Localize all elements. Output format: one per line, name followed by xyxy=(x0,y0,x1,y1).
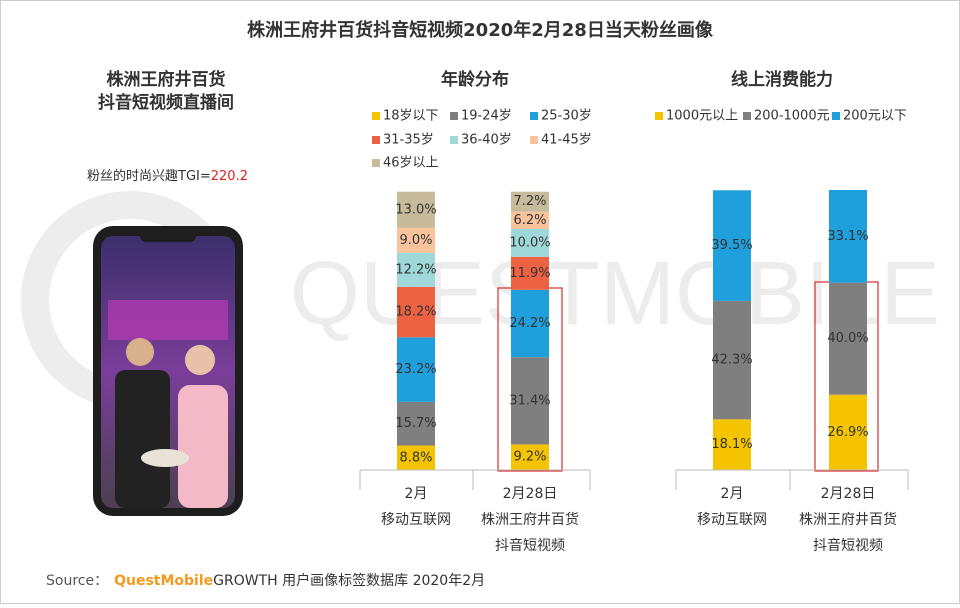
legend-swatch xyxy=(530,112,538,120)
legend-label: 200元以下 xyxy=(843,109,907,124)
legend-label: 200-1000元 xyxy=(754,109,830,124)
value-label: 8.8% xyxy=(399,450,432,465)
x-tick-label: 移动互联网 xyxy=(697,512,767,528)
chart-title: 线上消费能力 xyxy=(731,69,833,90)
source-prefix: Source： xyxy=(46,573,108,589)
value-label: 31.4% xyxy=(509,393,550,408)
x-tick-label: 抖音短视频 xyxy=(813,537,883,554)
legend-label: 1000元以上 xyxy=(666,109,738,124)
bar-segment xyxy=(511,256,549,290)
x-tick-label: 株洲王府井百货 xyxy=(799,511,897,528)
value-label: 11.9% xyxy=(509,266,550,281)
bar-segment xyxy=(511,444,549,470)
legend-swatch xyxy=(372,159,380,167)
legend-label: 41-45岁 xyxy=(541,133,592,148)
tgi: 粉丝的时尚兴趣TGI=220.2 xyxy=(87,168,248,184)
page-title: 株洲王府井百货抖音短视频2020年2月28日当天粉丝画像 xyxy=(247,19,714,41)
bar-segment xyxy=(713,300,751,420)
bar-segment xyxy=(713,419,751,470)
value-label: 12.2% xyxy=(395,262,436,277)
value-label: 18.2% xyxy=(395,305,436,320)
legend-swatch xyxy=(743,112,751,120)
value-label: 9.2% xyxy=(513,450,546,465)
x-tick-label: 2月 xyxy=(721,486,744,502)
value-label: 39.5% xyxy=(711,238,752,253)
value-label: 40.0% xyxy=(827,331,868,346)
x-tick-label: 移动互联网 xyxy=(381,512,451,528)
tgi-label: 粉丝的时尚兴趣TGI= xyxy=(87,168,211,184)
chart-title: 年龄分布 xyxy=(441,69,509,90)
source: Source： QuestMobileGROWTH 用户画像标签数据库 2020年… xyxy=(46,572,485,589)
bar-segment xyxy=(713,190,751,301)
bar-segment xyxy=(829,394,867,470)
value-label: 18.1% xyxy=(711,437,752,452)
bar-segment xyxy=(829,282,867,395)
panel-title: 株洲王府井百货 xyxy=(107,69,226,90)
value-label: 42.3% xyxy=(711,353,752,368)
bar-segment xyxy=(511,211,549,229)
legend-swatch xyxy=(372,112,380,120)
legend-label: 46岁以上 xyxy=(383,156,439,171)
bar-segment xyxy=(397,191,435,228)
value-label: 9.0% xyxy=(399,233,432,248)
value-label: 23.2% xyxy=(395,362,436,377)
bar-segment xyxy=(511,228,549,257)
bar-segment xyxy=(511,357,549,445)
x-tick-label: 株洲王府井百货 xyxy=(481,511,579,528)
x-tick-label: 2月28日 xyxy=(503,486,558,502)
value-label: 15.7% xyxy=(395,416,436,431)
value-label: 24.2% xyxy=(509,316,550,331)
bar-segment xyxy=(397,227,435,253)
x-tick-label: 2月 xyxy=(405,486,428,502)
x-tick-label: 2月28日 xyxy=(821,486,876,502)
bar-segment xyxy=(397,252,435,287)
phone xyxy=(93,226,243,516)
legend-label: 31-35岁 xyxy=(383,133,434,148)
value-label: 33.1% xyxy=(827,229,868,244)
bar-segment xyxy=(397,401,435,446)
legend-swatch xyxy=(530,136,538,144)
legend-swatch xyxy=(655,112,663,120)
value-label: 26.9% xyxy=(827,425,868,440)
legend-swatch xyxy=(450,136,458,144)
value-label: 6.2% xyxy=(513,213,546,228)
bar-segment xyxy=(397,337,435,402)
bar-segment xyxy=(511,289,549,358)
value-label: 13.0% xyxy=(395,202,436,217)
panel-title: 抖音短视频直播间 xyxy=(98,92,234,113)
legend-label: 19-24岁 xyxy=(461,109,512,124)
bar-segment xyxy=(397,286,435,338)
bar-segment xyxy=(829,190,867,283)
x-tick-label: 抖音短视频 xyxy=(495,537,565,554)
legend-swatch xyxy=(832,112,840,120)
source-text: GROWTH 用户画像标签数据库 2020年2月 xyxy=(213,572,485,589)
value-label: 7.2% xyxy=(513,194,546,209)
legend-label: 18岁以下 xyxy=(383,109,439,124)
bar-segment xyxy=(511,191,549,212)
bar-segment xyxy=(397,445,435,470)
legend-label: 25-30岁 xyxy=(541,109,592,124)
source-brand: QuestMobile xyxy=(114,573,213,589)
value-label: 10.0% xyxy=(509,235,550,250)
legend-swatch xyxy=(450,112,458,120)
legend-swatch xyxy=(372,136,380,144)
legend-label: 36-40岁 xyxy=(461,133,512,148)
tgi-value: 220.2 xyxy=(211,169,248,184)
